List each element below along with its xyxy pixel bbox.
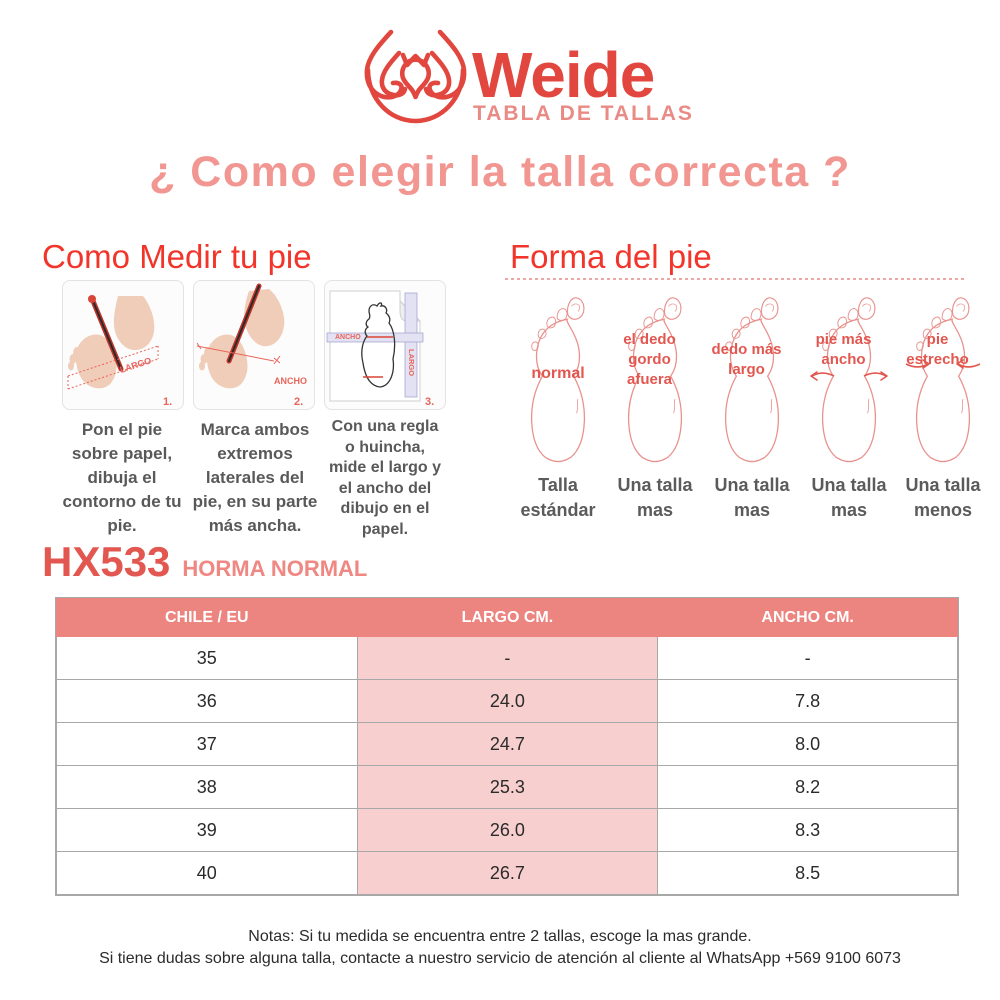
- svg-text:LARGO: LARGO: [407, 349, 416, 376]
- svg-text:3.: 3.: [425, 396, 434, 408]
- svg-text:2.: 2.: [294, 396, 303, 408]
- svg-text:LARGO: LARGO: [119, 355, 153, 375]
- svg-text:ANCHO: ANCHO: [335, 334, 361, 341]
- svg-text:1.: 1.: [163, 396, 172, 408]
- svg-text:ANCHO: ANCHO: [274, 376, 307, 386]
